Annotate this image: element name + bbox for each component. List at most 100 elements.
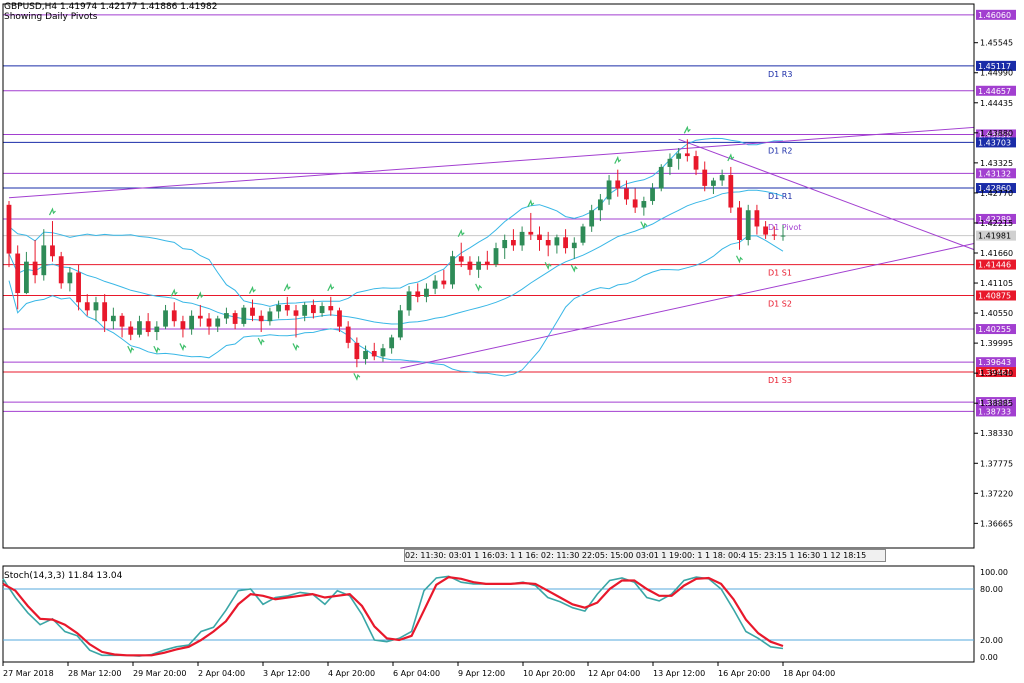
candle-body (354, 342, 360, 360)
candle-body (719, 175, 725, 181)
candle-body (754, 210, 760, 227)
candle-body (484, 261, 490, 265)
candle-body (450, 256, 455, 285)
fractal-down-marker (257, 337, 265, 346)
candle-body (15, 253, 21, 294)
candle-body (24, 261, 29, 294)
price-level-tag-text: 1.42860 (978, 184, 1011, 193)
bollinger-bands (8, 137, 784, 377)
candle-body (424, 288, 429, 297)
fractal-up-marker (457, 228, 465, 237)
candle-body (267, 311, 273, 322)
bollinger-upper (8, 137, 783, 307)
candle-body (606, 180, 612, 200)
candle-body (702, 169, 708, 186)
price-tick-label: 1.41105 (980, 279, 1013, 288)
time-tick-label: 12 Apr 04:00 (588, 669, 640, 678)
time-tick-label: 4 Apr 20:00 (328, 669, 375, 678)
stochastic-tick-label: 0.00 (980, 653, 998, 662)
price-tick-label: 1.44990 (980, 69, 1013, 78)
price-level-tag-text: 1.40255 (978, 325, 1011, 334)
fractal-down-marker (544, 261, 552, 270)
time-tick-label: 29 Mar 20:00 (133, 669, 186, 678)
time-tick-label: 9 Apr 12:00 (458, 669, 505, 678)
fractal-up-marker (196, 291, 204, 300)
candle-body (163, 310, 168, 327)
candle-body (397, 310, 403, 338)
candle-body (711, 180, 716, 186)
candle-body (154, 326, 160, 333)
price-level-tag (976, 324, 1016, 335)
candle-body (432, 280, 438, 289)
fractal-up-marker (283, 283, 291, 292)
fractal-up-marker (327, 283, 335, 292)
fractal-down-marker (127, 345, 135, 354)
price-level-tag-text: 1.41446 (978, 261, 1011, 270)
candle-body (337, 310, 342, 327)
stochastic-tick-label: 100.00 (980, 568, 1008, 577)
candle-body (676, 153, 682, 159)
trendlines (8, 126, 975, 369)
price-level-tag-text: 1.42289 (978, 215, 1011, 224)
candle-body (458, 256, 464, 262)
pivots-caption: Showing Daily Pivots (4, 12, 98, 22)
candle-body (328, 306, 334, 311)
fractal-up-marker (170, 288, 178, 297)
pivot-level-label: D1 R1 (768, 192, 792, 201)
price-level-tag (976, 60, 1016, 71)
candle-body (467, 261, 473, 270)
price-tick-label: 1.44435 (980, 99, 1013, 108)
candle-body (32, 261, 38, 276)
fractal-markers (48, 125, 743, 381)
price-tick-label: 1.43880 (980, 129, 1013, 138)
price-panel-frame (2, 3, 975, 549)
fractal-up-marker (248, 285, 256, 294)
candle-body (128, 326, 134, 335)
price-tick-label: 1.42770 (980, 189, 1013, 198)
price-level-tag-text: 1.45117 (978, 62, 1011, 71)
price-level-tag-text: 1.43703 (978, 138, 1011, 147)
fractal-down-marker (735, 255, 743, 264)
pivot-level-label: D1 R3 (768, 70, 792, 79)
price-level-tag-text: 1.38733 (978, 407, 1011, 416)
time-tick-label: 28 Mar 12:00 (68, 669, 121, 678)
candle-body (363, 350, 368, 360)
candle-body (554, 237, 560, 246)
price-level-tag (976, 9, 1016, 20)
price-level-tag-text: 1.39643 (978, 358, 1011, 367)
price-level-tag-text: 1.46060 (978, 11, 1011, 20)
price-tick-label: 1.36665 (980, 519, 1013, 528)
price-tick-label: 1.39995 (980, 339, 1013, 348)
trendline (678, 138, 975, 251)
price-level-tag (976, 137, 1016, 148)
candle-body (476, 261, 482, 270)
candle-body (302, 304, 308, 316)
bollinger-lower (8, 235, 784, 377)
price-level-tag (976, 397, 1016, 408)
pivot-level-label: D1 R2 (768, 146, 792, 155)
candle-body (519, 231, 525, 246)
candle-body (41, 245, 47, 276)
candle-body (597, 199, 603, 211)
current-price-tag (976, 230, 1016, 241)
time-tick-label: 10 Apr 20:00 (523, 669, 575, 678)
candle-body (528, 231, 534, 235)
price-level-tag-text: 1.38906 (978, 398, 1011, 407)
candle-body (189, 315, 195, 330)
candle-body (371, 350, 377, 357)
price-tick-label: 1.42215 (980, 219, 1013, 228)
price-level-tag-text: 1.39461 (978, 368, 1011, 377)
candle-body (624, 188, 629, 200)
candle-body (258, 315, 264, 322)
candle-body (571, 242, 577, 249)
candle-body (580, 226, 586, 243)
candle-body (632, 199, 638, 208)
price-level-tag (976, 129, 1016, 140)
candle-body (119, 315, 125, 327)
price-level-tag (976, 168, 1016, 179)
price-tick-label: 1.41660 (980, 249, 1013, 258)
stochastic-panel: 100.00 80.00 20.00 0.00 (2, 568, 1008, 662)
candle-body (780, 235, 786, 237)
stochastic-label: Stoch(14,3,3) 11.84 13.04 (4, 571, 123, 581)
